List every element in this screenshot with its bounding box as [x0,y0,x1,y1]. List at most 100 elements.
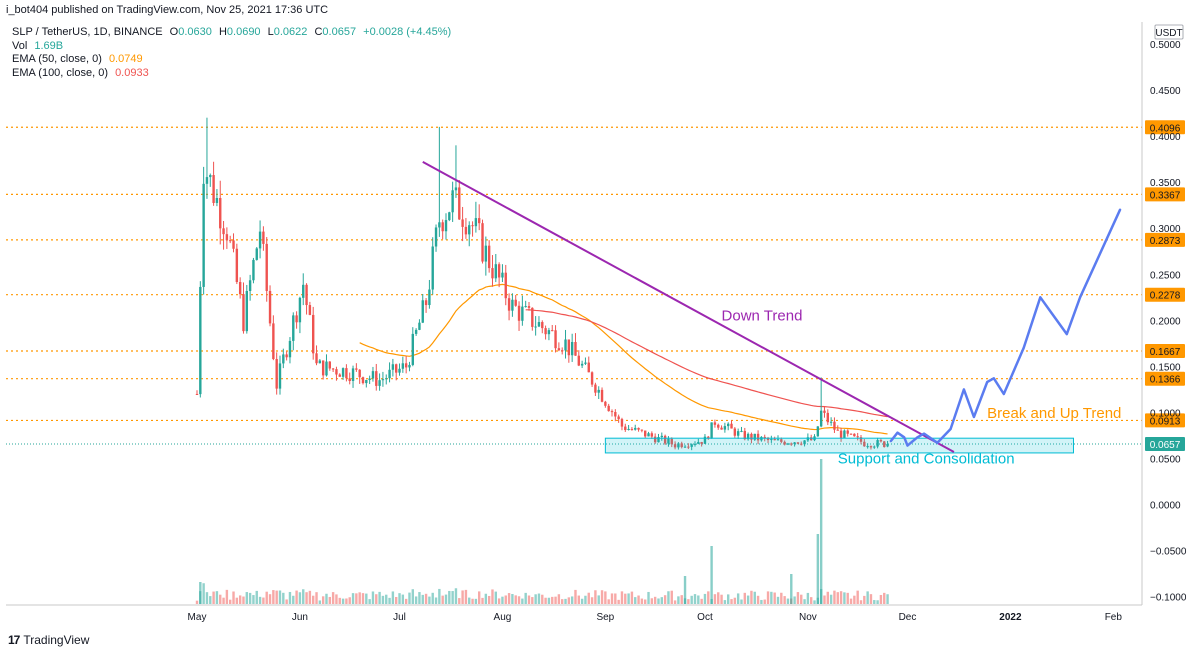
candle-body [617,416,620,420]
candle-body [803,440,806,445]
price-level-label: 0.3367 [1150,190,1181,201]
volume-bar [458,598,461,604]
volume-label: Vol [12,39,28,52]
volume-bar [697,595,700,604]
volume-bar [786,598,790,604]
legend-volume-row[interactable]: Vol 1.69B [12,40,451,54]
volume-bar [597,595,600,604]
volume-bar [232,591,235,604]
candle-body [773,439,776,441]
candle-body [806,437,810,441]
candle-body [693,443,697,445]
volume-bar [644,599,647,604]
candle-body [700,441,703,444]
candle-body [458,187,461,220]
candle-body [667,438,670,444]
candle-body [444,220,448,232]
volume-bar [464,589,468,604]
candle-body [634,427,637,430]
volume-bar [421,594,424,604]
volume-bar [839,591,843,604]
volume-bar [567,597,571,604]
volume-bar [723,600,727,604]
ema100-line [525,309,888,418]
candle-body [717,424,720,428]
volume-bar [358,592,361,604]
candle-body [225,234,229,241]
volume-bar [507,593,511,604]
legend-ema100-row[interactable]: EMA (100, close, 0) 0.0933 [12,67,451,81]
candle-body [272,323,275,360]
candle-body [331,368,335,370]
volume-bar [551,596,554,604]
candle-body [697,441,700,444]
volume-bar [720,594,723,604]
low-label: L [267,26,274,38]
candle-body [580,363,584,366]
price-level-label: 0.2873 [1150,236,1181,247]
volume-bar [730,599,733,604]
volume-bar [806,592,810,604]
volume-bar [873,600,876,604]
price-level-tag [1145,413,1185,428]
high-label: H [218,26,227,38]
candle-body [371,371,375,379]
candle-body [501,272,504,278]
last-price-tag [1145,436,1185,451]
volume-bar [653,596,657,604]
candle-body [511,299,514,311]
volume-bar [823,595,826,604]
ema50-line [359,283,888,435]
candle-body [680,443,683,448]
candle-body [375,371,378,386]
candle-body [829,421,833,423]
tradingview-logo[interactable]: 17 TradingView [8,633,89,647]
volume-bar [385,594,388,604]
currency-label: USDT [1155,28,1182,39]
candle-body [733,428,737,436]
candle-body [395,364,398,373]
candle-body [594,384,597,393]
volume-bar [863,595,866,604]
candle-body [325,361,328,376]
candle-body [687,446,690,448]
candle-body [471,225,474,227]
open-value: 0.0630 [178,26,212,38]
volume-bar [557,594,561,604]
symbol-label[interactable]: SLP / TetherUS, 1D, BINANCE [12,26,163,38]
candle-body [839,430,843,438]
volume-bar [537,593,541,604]
candle-body [517,305,521,321]
volume-bar [514,595,517,604]
volume-bar [713,594,717,604]
down-trend-line [422,161,955,453]
volume-bar [381,595,385,604]
volume-bar [866,591,869,604]
y-tick-label: 0.3000 [1150,224,1181,235]
volume-bar [371,591,375,604]
volume-bar [205,592,209,604]
price-level-label: 0.1366 [1150,375,1181,386]
volume-bar [348,597,351,604]
candle-body [285,354,288,358]
volume-bar [829,594,833,604]
y-tick-label: −0.1000 [1150,593,1187,604]
volume-bar [531,597,534,604]
candle-body [431,246,434,290]
legend-ema50-row[interactable]: EMA (50, close, 0) 0.0749 [12,53,451,67]
volume-bar [215,591,219,604]
candle-body [537,322,541,327]
volume-bar [760,599,763,604]
volume-bar [836,592,839,604]
volume-bar [640,598,644,604]
volume-bar [404,598,408,604]
volume-bar [736,593,740,604]
candle-body [441,222,444,232]
volume-bar [209,596,212,604]
candle-body [478,218,481,224]
x-tick-label: Nov [799,612,817,623]
volume-bar [468,597,471,604]
volume-bar [451,591,454,604]
volume-bar [438,588,441,604]
